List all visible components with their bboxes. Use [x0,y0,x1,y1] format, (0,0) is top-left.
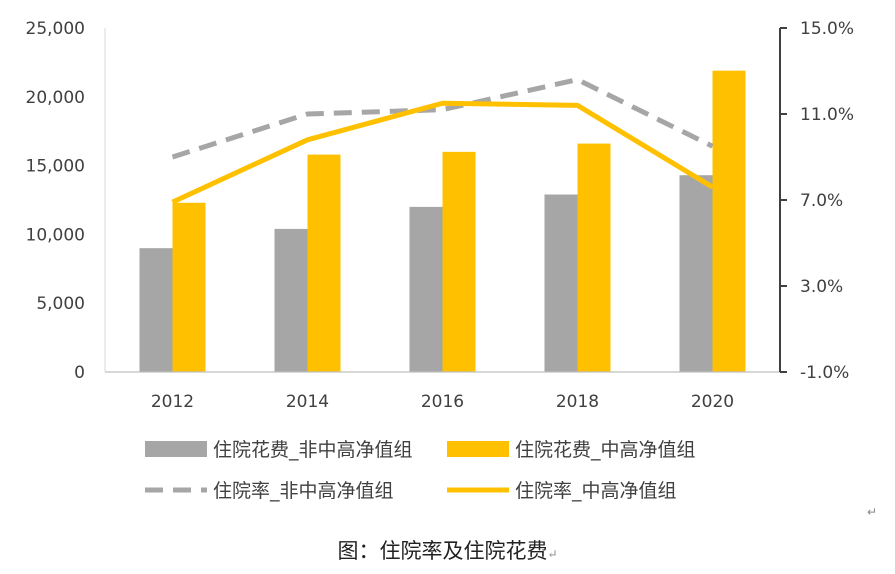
bar-high-net-worth [307,154,341,372]
line-rate-non-high-net-worth [171,77,714,160]
caption-return-mark: ↵ [547,547,558,561]
paragraph-mark: ↵ [866,505,877,519]
y-left-tick-label: 25,000 [26,19,85,39]
bar-non-high-net-worth [409,206,443,372]
legend-label: 住院花费_中高净值组 [515,439,696,461]
bar-high-net-worth [442,151,476,372]
bar-non-high-net-worth [544,194,578,372]
y-left-tick-label: 5,000 [36,294,85,314]
legend-label: 住院率_非中高净值组 [213,480,394,502]
legend-swatch-bar [447,441,509,457]
y-right-tick-label: 15.0% [800,19,854,39]
y-right-tick-label: 7.0% [800,191,843,211]
x-tick-label: 2018 [556,392,599,412]
legend-label: 住院花费_非中高净值组 [213,439,413,461]
bar-high-net-worth [577,143,611,372]
line-rate-high-net-worth [171,100,714,205]
x-tick-label: 2020 [691,392,734,412]
x-tick-label: 2014 [286,392,329,412]
legend-swatch-bar [145,441,207,457]
legend-label: 住院率_中高净值组 [515,480,677,502]
bar-high-net-worth [712,70,746,372]
bar-non-high-net-worth [679,175,713,372]
bar-high-net-worth [172,202,206,372]
y-right-tick-label: 3.0% [800,277,843,297]
y-left-tick-label: 10,000 [26,225,85,245]
y-right-tick-label: -1.0% [800,363,849,383]
bar-non-high-net-worth [274,228,308,372]
x-tick-label: 2012 [151,392,194,412]
x-tick-label: 2016 [421,392,464,412]
figure-caption: 图：住院率及住院花费↵ [337,539,558,563]
y-left-tick-label: 0 [74,363,85,383]
y-left-tick-label: 15,000 [26,157,85,177]
bar-non-high-net-worth [139,248,173,372]
y-right-tick-label: 11.0% [800,105,854,125]
y-left-tick-label: 20,000 [26,88,85,108]
